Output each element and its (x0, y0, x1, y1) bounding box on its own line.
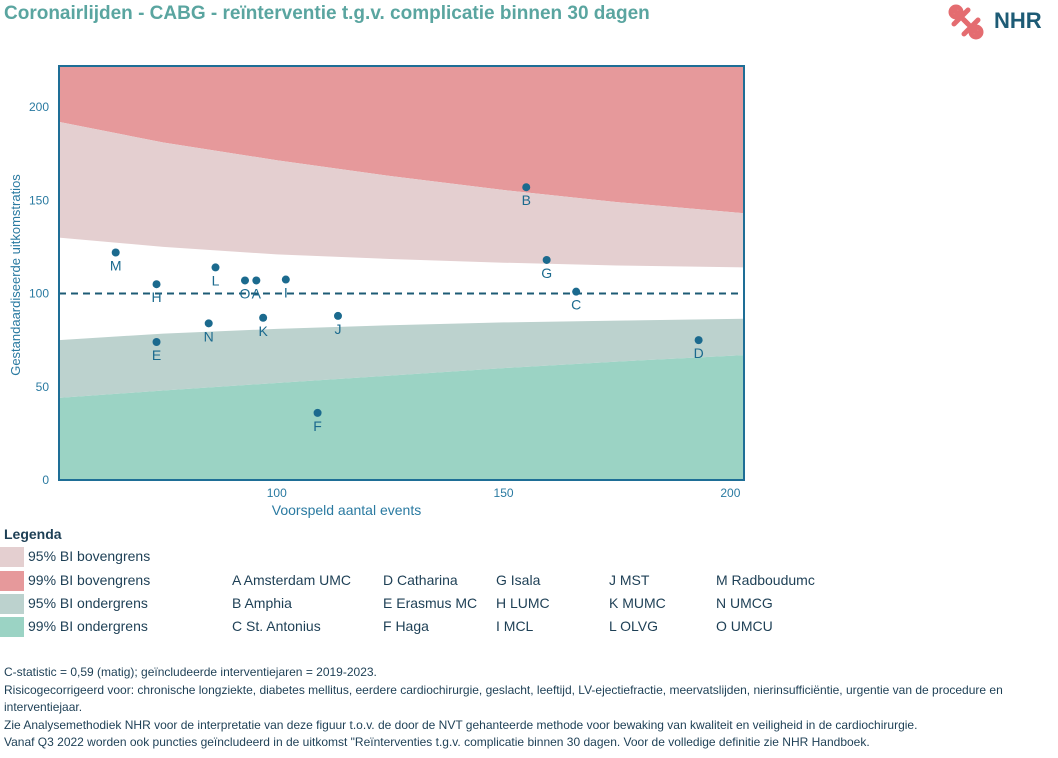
data-point-i (281, 275, 290, 284)
note-cstatistic: C-statistic = 0,59 (matig); geïncludeerd… (4, 665, 377, 679)
data-label-o: O (240, 285, 251, 301)
hospital-h: H LUMC (496, 595, 550, 611)
y-tick-label: 150 (29, 193, 49, 207)
data-point-d (694, 336, 703, 345)
data-label-j: J (334, 321, 341, 337)
data-label-m: M (110, 257, 122, 273)
hospital-m: M Radboudumc (716, 572, 815, 588)
hospital-i: I MCL (496, 618, 534, 634)
data-point-c (572, 287, 581, 296)
hospital-j: J MST (609, 572, 650, 588)
x-tick-label: 150 (494, 486, 514, 500)
y-tick-label: 100 (29, 287, 49, 301)
data-point-e (152, 338, 161, 346)
hospital-g: G Isala (496, 572, 541, 588)
legend-label: 99% BI ondergrens (28, 618, 148, 634)
data-label-i: I (284, 285, 288, 301)
page-title: Coronairlijden - CABG - reïnterventie t.… (4, 3, 650, 24)
data-point-b (522, 183, 531, 192)
data-label-l: L (212, 272, 220, 288)
band-lower99 (59, 355, 744, 480)
hospital-a: A Amsterdam UMC (232, 572, 352, 588)
data-label-h: H (151, 289, 161, 305)
legend-title: Legenda (4, 526, 62, 542)
data-label-d: D (694, 345, 704, 361)
data-point-f (313, 408, 322, 417)
data-label-c: C (571, 297, 581, 313)
legend-swatch-upper95 (0, 547, 24, 567)
hospital-n: N UMCG (716, 595, 773, 611)
note-risk-adjustment: Risicogecorrigeerd voor: chronische long… (4, 682, 1003, 715)
note-definition: Vanaf Q3 2022 worden ook puncties geïncl… (4, 735, 870, 749)
x-tick-label: 100 (267, 486, 287, 500)
legend-swatch-lower99 (0, 617, 24, 637)
footnotes: C-statistic = 0,59 (matig); geïncludeerd… (4, 664, 1054, 752)
hospital-b: B Amphia (232, 595, 292, 611)
hospital-l: L OLVG (609, 618, 659, 634)
hospital-f: F Haga (383, 618, 429, 634)
y-tick-label: 200 (29, 100, 49, 114)
data-label-k: K (258, 323, 268, 339)
data-point-g (542, 255, 551, 264)
y-tick-label: 0 (42, 473, 49, 487)
x-axis-title: Voorspeld aantal events (272, 502, 421, 518)
y-axis-title: Gestandaardiseerde uitkomstratios (8, 174, 23, 376)
data-point-k (259, 313, 268, 322)
band-upper95 (59, 121, 744, 268)
hospital-d: D Catharina (383, 572, 458, 588)
funnel-chart: 0 50 100 150 200 100 150 200 Voorspeld aantal ev… (8, 65, 745, 518)
legend-label: 99% BI bovengrens (28, 572, 151, 588)
data-label-f: F (313, 418, 322, 434)
data-point-a (252, 276, 261, 285)
legend-label: 95% BI bovengrens (28, 548, 151, 564)
y-tick-label: 50 (36, 380, 50, 394)
legend-label: 95% BI ondergrens (28, 595, 148, 611)
plot-frame (58, 65, 745, 481)
legend-swatch-upper99 (0, 571, 24, 591)
hospital-c: C St. Antonius (232, 618, 321, 634)
legend-swatch-lower95 (0, 594, 24, 614)
nhr-logo-text: NHR (994, 8, 1042, 33)
nhr-logo: NHR (946, 2, 1058, 42)
data-point-n (204, 319, 213, 328)
data-point-m (111, 248, 120, 257)
data-label-e: E (152, 347, 161, 363)
data-point-h (152, 280, 161, 289)
hospital-k: K MUMC (609, 595, 666, 611)
data-label-g: G (541, 265, 552, 281)
hospital-o: O UMCU (716, 618, 773, 634)
note-methodology: Zie Analysemethodiek NHR voor de interpr… (4, 717, 918, 732)
band-lower95 (59, 318, 744, 398)
data-label-n: N (204, 328, 214, 344)
data-point-j (333, 311, 342, 320)
band-upper99 (59, 66, 744, 214)
nhr-logo-icon (948, 4, 984, 40)
x-tick-label: 200 (720, 486, 740, 500)
data-label-b: B (522, 192, 531, 208)
data-point-l (211, 263, 220, 272)
data-label-a: A (252, 285, 262, 301)
hospital-e: E Erasmus MC (383, 595, 478, 611)
data-point-o (240, 276, 249, 285)
